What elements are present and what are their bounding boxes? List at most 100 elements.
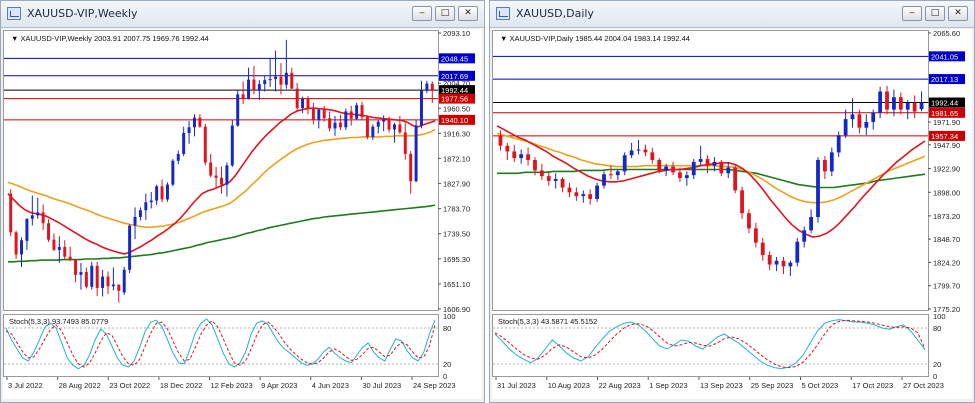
candle-body [581, 194, 586, 197]
candle-body [684, 175, 689, 179]
candle-body [376, 121, 380, 127]
time-tick-label: 17 Oct 2023 [852, 381, 893, 390]
level-badge-label: 2017.13 [931, 75, 958, 84]
price-tick-label: 1947.90 [933, 141, 960, 150]
level-badge [929, 74, 965, 85]
level-badge [439, 70, 475, 81]
candle-body [629, 150, 634, 156]
title-bar[interactable]: XAUUSD-VIP,Weekly ‒ □ ✕ [1, 1, 484, 28]
candle-body [268, 79, 272, 81]
level-badge-label: 1992.44 [441, 86, 468, 95]
candle-body [698, 159, 703, 162]
candle-body [20, 240, 23, 255]
time-tick-label: 27 Oct 2023 [903, 381, 944, 390]
stoch-tick-label: 20 [933, 360, 941, 369]
level-badge-label: 1977.56 [441, 95, 468, 104]
candle-body [705, 159, 710, 166]
candle-body [365, 117, 369, 137]
candle-body [657, 159, 662, 171]
candle-body [781, 260, 786, 267]
main-pane-frame [3, 30, 439, 311]
candle-body [203, 126, 207, 163]
candle-body [160, 186, 164, 200]
candle-body [74, 259, 78, 275]
candle-body [857, 114, 862, 128]
candle-body [317, 109, 321, 120]
maximize-button[interactable]: □ [435, 6, 455, 21]
time-tick-label: 9 Apr 2023 [261, 381, 297, 390]
candle-body [816, 159, 820, 217]
price-tick-label: 1916.30 [443, 129, 470, 138]
level-badge [439, 53, 475, 64]
minimize-button[interactable]: ‒ [412, 6, 432, 21]
close-button[interactable]: ✕ [458, 6, 478, 21]
candle-body [133, 216, 137, 226]
stoch-label: Stoch(5,3,3) 93.7493 85.0779 [9, 317, 108, 326]
chart-window-icon [496, 7, 510, 20]
candle-body [809, 217, 813, 231]
candle-body [36, 212, 40, 216]
candle-body [823, 159, 827, 172]
moving-average-red [496, 125, 926, 238]
candle-body [198, 117, 202, 127]
candle-body [420, 89, 423, 126]
level-badge-label: 1981.65 [931, 109, 958, 118]
candle-body [349, 111, 353, 119]
maximize-icon: □ [930, 8, 940, 18]
candle-body [252, 79, 256, 91]
time-tick-label: 22 Aug 2023 [599, 381, 641, 390]
candle-body [719, 161, 724, 174]
candle-body [111, 284, 115, 287]
daily-candlestick-chart[interactable]: 2065.602041.052017.131995.801992.441971.… [492, 29, 972, 399]
stoch-tick-label: 0 [933, 372, 937, 381]
candle-body [371, 126, 375, 137]
candle-body [9, 193, 13, 233]
price-tick-label: 1922.90 [933, 165, 960, 174]
time-tick-label: 4 Jun 2023 [312, 381, 349, 390]
level-badge-label: 2017.69 [441, 72, 468, 81]
moving-average-orange [496, 132, 926, 204]
candle-body [95, 265, 99, 288]
level-badge-label: 1957.34 [931, 132, 958, 141]
time-tick-label: 31 Jul 2023 [497, 381, 536, 390]
candle-body [553, 178, 558, 181]
minimize-button[interactable]: ‒ [902, 6, 922, 21]
price-tick-label: 1775.20 [933, 305, 960, 314]
candle-body [257, 84, 261, 91]
maximize-button[interactable]: □ [925, 6, 945, 21]
candle-body [144, 202, 148, 211]
candle-body [622, 155, 627, 172]
price-tick-label: 1799.70 [933, 282, 960, 291]
price-tick-label: 1695.30 [443, 255, 470, 264]
level-badge [439, 93, 475, 104]
price-tick-label: 2065.60 [933, 29, 960, 38]
stoch-tick-label: 100 [443, 312, 456, 321]
weekly-chart-window[interactable]: XAUUSD-VIP,Weekly ‒ □ ✕ 2093.102048.4520… [0, 0, 485, 403]
candle-body [505, 145, 510, 152]
candle-body [290, 72, 294, 89]
candle-body [322, 109, 326, 119]
minimize-icon: ‒ [419, 8, 425, 18]
candle-body [220, 177, 223, 185]
candle-body [192, 117, 196, 128]
level-badge [929, 130, 965, 141]
time-tick-label: 25 Sep 2023 [751, 381, 794, 390]
weekly-candlestick-chart[interactable]: 2093.10 2048.45 2004.70 1960.50 1916.30 1872.… [3, 29, 482, 399]
candle-body [209, 162, 213, 176]
candle-body [247, 79, 251, 99]
candle-body [892, 97, 896, 110]
candle-body [740, 190, 744, 214]
candle-body [263, 80, 267, 85]
candle-body [274, 76, 278, 80]
candle-body [225, 165, 229, 185]
candle-body [149, 200, 153, 203]
title-bar[interactable]: XAUUSD,Daily ‒ □ ✕ [490, 1, 974, 28]
close-button[interactable]: ✕ [948, 6, 968, 21]
symbol-ohlc-label: ▼ XAUUSD-VIP,Weekly 2003.91 2007.75 1969… [11, 34, 209, 43]
candle-body [795, 241, 800, 263]
time-tick-label: 24 Sep 2023 [413, 381, 456, 390]
candle-body [574, 192, 579, 197]
candle-body [30, 215, 34, 219]
daily-chart-window[interactable]: XAUUSD,Daily ‒ □ ✕ 2065.60 2041.05 2017.13… [489, 0, 975, 403]
window-title: XAUUSD,Daily [516, 7, 594, 20]
